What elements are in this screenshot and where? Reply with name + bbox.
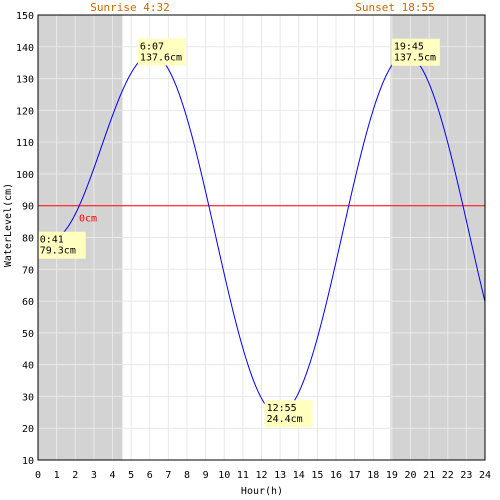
x-tick-label: 13 xyxy=(274,470,286,481)
x-tick-label: 18 xyxy=(367,470,379,481)
y-tick-label: 70 xyxy=(22,265,34,276)
x-tick-label: 23 xyxy=(460,470,472,481)
x-tick-label: 15 xyxy=(311,470,323,481)
y-tick-label: 110 xyxy=(16,138,34,149)
x-tick-label: 6 xyxy=(147,470,153,481)
sunset-label: Sunset 18:55 xyxy=(355,1,434,14)
x-tick-label: 10 xyxy=(218,470,230,481)
y-tick-label: 120 xyxy=(16,106,34,117)
y-axis-title: WaterLevel(cm) xyxy=(3,183,14,267)
y-tick-label: 100 xyxy=(16,170,34,181)
x-tick-label: 8 xyxy=(184,470,190,481)
y-tick-label: 130 xyxy=(16,75,34,86)
x-tick-label: 17 xyxy=(349,470,361,481)
plot-frame xyxy=(37,14,486,461)
x-tick-label: 9 xyxy=(203,470,209,481)
annotation-box xyxy=(264,400,313,428)
annotation-time: 19:45 xyxy=(394,42,424,53)
x-tick-label: 3 xyxy=(91,470,97,481)
x-tick-label: 21 xyxy=(423,470,435,481)
x-tick-label: 20 xyxy=(404,470,416,481)
y-tick-label: 150 xyxy=(16,11,34,22)
x-tick-label: 5 xyxy=(128,470,134,481)
x-tick-labels: 0 1 2 3 4 5 6 7 8 9 10 11 12 13 14 15 16 17 18 19 20 21 22 23 24 xyxy=(35,470,491,481)
y-tick-label: 140 xyxy=(16,43,34,54)
sunrise-label: Sunrise 4:32 xyxy=(90,1,169,14)
x-tick-label: 0 xyxy=(35,470,41,481)
y-tick-label: 60 xyxy=(22,297,34,308)
annotation-box xyxy=(37,231,86,259)
annotation-time: 6:07 xyxy=(140,41,164,52)
annotation-box xyxy=(137,38,186,66)
x-tick-label: 1 xyxy=(54,470,60,481)
x-tick-label: 4 xyxy=(109,470,115,481)
x-tick-label: 7 xyxy=(165,470,171,481)
x-tick-label: 2 xyxy=(72,470,78,481)
y-tick-label: 30 xyxy=(22,392,34,403)
y-tick-label: 20 xyxy=(22,424,34,435)
annotation-time: 12:55 xyxy=(267,403,297,414)
annotation-level: 79.3cm xyxy=(40,246,76,257)
x-tick-label: 12 xyxy=(255,470,267,481)
annotation-level: 137.6cm xyxy=(140,52,182,63)
reference-line-label: 0cm xyxy=(79,214,97,225)
y-tick-label: 10 xyxy=(22,456,34,467)
extrema-annotations: 0:4179.3cm6:07137.6cm12:5524.4cm19:45137… xyxy=(37,38,440,428)
y-tick-label: 90 xyxy=(22,202,34,213)
y-tick-label: 80 xyxy=(22,234,34,245)
x-tick-label: 24 xyxy=(479,470,491,481)
grid xyxy=(37,14,486,461)
annotation-time: 0:41 xyxy=(40,235,64,246)
x-tick-label: 11 xyxy=(237,470,249,481)
y-tick-label: 40 xyxy=(22,361,34,372)
annotation-box xyxy=(391,38,440,66)
x-tick-label: 22 xyxy=(442,470,454,481)
x-tick-label: 16 xyxy=(330,470,342,481)
reference-line-group: 0cm xyxy=(38,205,485,225)
x-tick-label: 19 xyxy=(386,470,398,481)
x-tick-label: 14 xyxy=(293,470,305,481)
annotation-level: 137.5cm xyxy=(394,53,436,64)
annotation-level: 24.4cm xyxy=(267,414,303,425)
y-tick-labels: 10 20 30 40 50 60 70 80 90 100 110 120 130 140 150 xyxy=(16,11,34,467)
x-axis-title: Hour(h) xyxy=(241,486,283,497)
y-tick-label: 50 xyxy=(22,329,34,340)
